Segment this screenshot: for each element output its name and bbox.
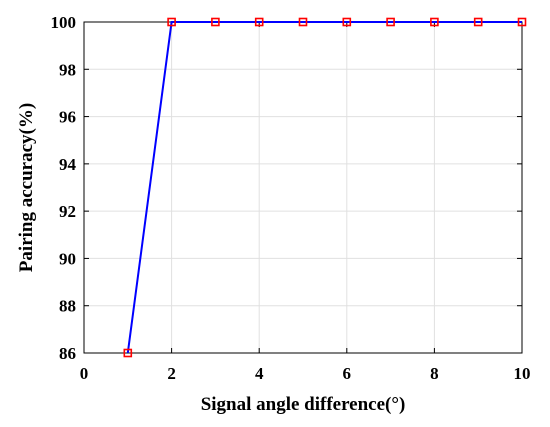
y-tick-label-7: 100 (51, 13, 77, 32)
series-layer (123, 17, 527, 358)
x-tick-label-4: 8 (430, 364, 439, 383)
data-point-0-8 (473, 17, 483, 27)
data-point-0-3 (254, 17, 264, 27)
y-axis-title: Pairing accuracy(%) (16, 103, 37, 272)
y-tick-label-0: 86 (59, 344, 76, 363)
axis-ticks: 0 2 4 6 8 10 86 88 90 92 94 96 98 100 (51, 13, 531, 383)
data-point-0-2 (211, 17, 220, 27)
y-tick-label-5: 96 (59, 108, 76, 127)
data-point-0-0 (123, 348, 133, 358)
data-point-0-5 (342, 17, 352, 27)
y-tick-label-4: 94 (59, 155, 77, 174)
data-point-0-1 (167, 17, 176, 27)
data-point-0-6 (386, 17, 395, 27)
y-tick-label-2: 90 (59, 249, 76, 268)
y-tick-label-6: 98 (59, 60, 76, 79)
x-tick-label-1: 2 (167, 364, 176, 383)
y-tick-label-3: 92 (59, 202, 76, 221)
x-axis-title: Signal angle difference(°) (201, 394, 406, 415)
grid (84, 22, 522, 353)
data-point-0-4 (298, 17, 308, 27)
x-tick-label-0: 0 (80, 364, 89, 383)
x-tick-label-2: 4 (255, 364, 264, 383)
series-line-0 (126, 21, 522, 354)
x-tick-label-5: 10 (514, 364, 531, 383)
data-point-0-7 (430, 17, 439, 27)
y-tick-label-1: 88 (59, 297, 76, 316)
x-tick-label-3: 6 (343, 364, 352, 383)
data-point-0-9 (517, 17, 527, 27)
